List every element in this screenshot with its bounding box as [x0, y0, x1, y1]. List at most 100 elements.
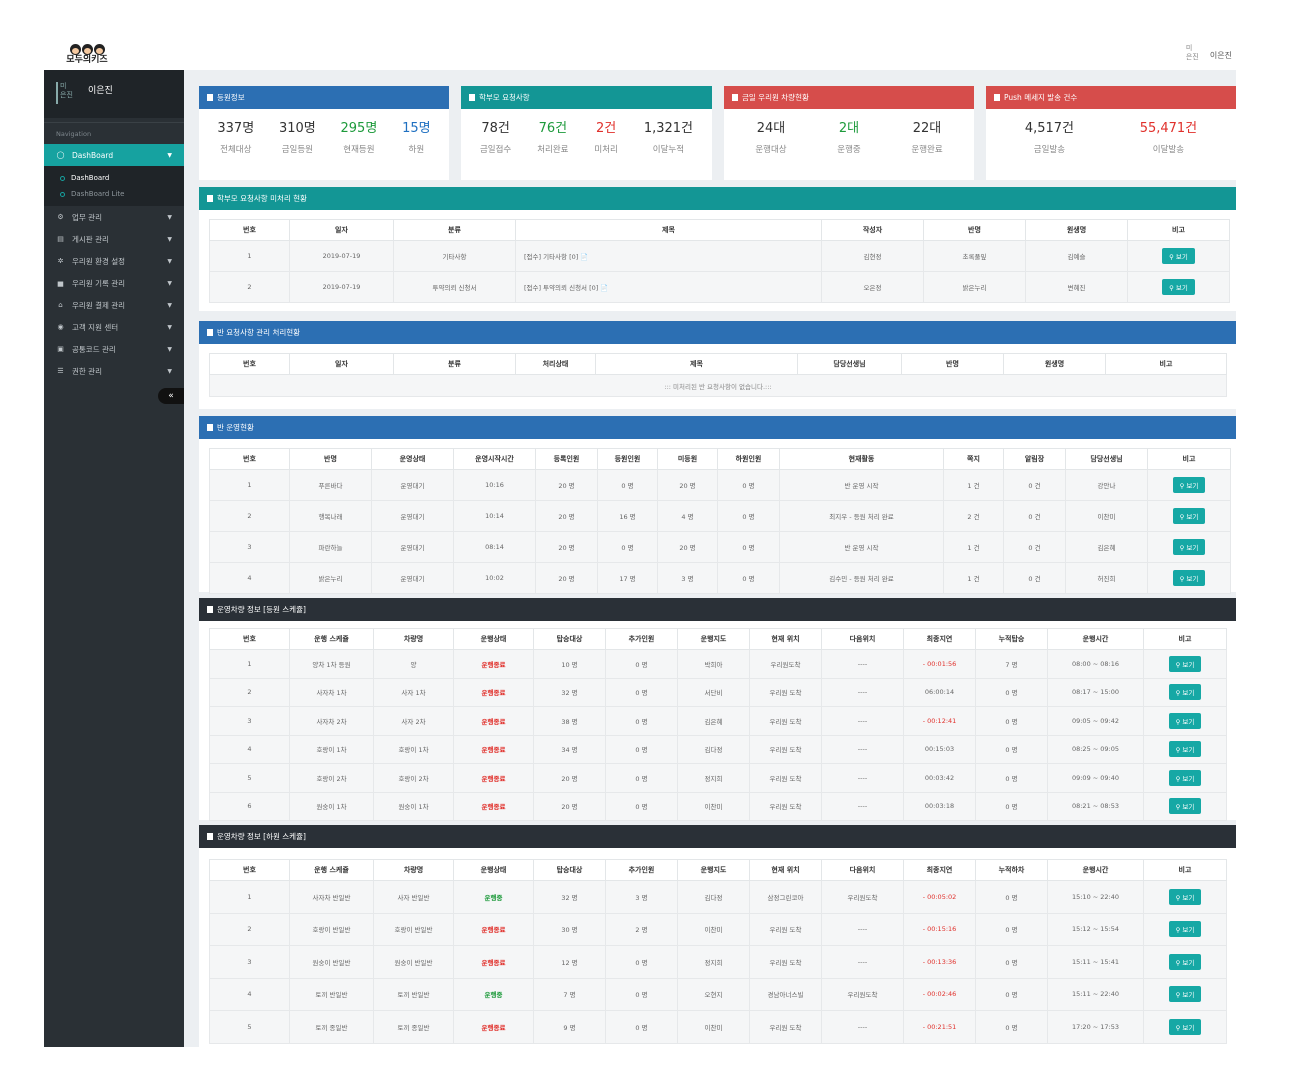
cell-text: 00:03:42 [924, 773, 955, 782]
table-cell: 0 명 [975, 1010, 1048, 1044]
view-button[interactable]: ⚲ 보기 [1172, 539, 1206, 555]
view-button[interactable]: ⚲ 보기 [1168, 921, 1202, 938]
stat-item: 337명 전체대상 [217, 117, 254, 155]
view-button[interactable]: ⚲ 보기 [1172, 570, 1206, 586]
table-cell: 16 명 [597, 500, 658, 532]
view-button[interactable]: ⚲ 보기 [1168, 1018, 1202, 1035]
cell-text: 이찬미 [704, 926, 723, 935]
summary-card-push: Push 메세지 발송 건수 4,517건 금일발송 55,471건 이달발송 [986, 86, 1236, 180]
cell-text: 삼정그린코아 [767, 893, 804, 902]
bus-out-table: 번호 운행 스케쥴 차량명 운행상태 탑승대상 추가인원 운행지도 현재 위치 다음위치 최종지연… [209, 859, 1227, 1044]
table-cell: 20 명 [535, 500, 598, 532]
table-cell: 20 명 [533, 763, 606, 793]
table-header-row: 번호 일자 분류 제목 작성자 반명 원생명 비고 [209, 219, 1230, 241]
sidebar-item-7[interactable]: ▣ 공통코드 관리 ▼ [44, 338, 184, 360]
table-cell: 김현정 [821, 240, 924, 272]
cell-text: 0 명 [1005, 893, 1018, 902]
view-button-label: 보기 [1186, 575, 1199, 583]
user-menu[interactable]: 미 은진 이은진 [1186, 44, 1232, 66]
column-header: 분류 [393, 219, 516, 241]
cell-text: 0 명 [742, 513, 755, 521]
column-header: 최종지연 [903, 859, 976, 881]
table-cell: ---- [821, 677, 904, 707]
sidebar-item-1[interactable]: ⚙ 업무 관리 ▼ [44, 206, 184, 228]
card-header: 학부모 요청사항 [461, 86, 712, 109]
cell-text: 17:20 ~ 17:53 [1071, 1022, 1120, 1031]
cell-text: 운행종료 [481, 660, 506, 669]
cell-text: 호랑이 반일반 [312, 926, 351, 935]
table-row: 3 파란하늘 운영대기 08:14 20 명 0 명 20 명 0 명 반 운영 시작 1 건 0 … [209, 531, 1231, 563]
view-button-label: 보기 [1182, 746, 1195, 755]
view-button[interactable]: ⚲ 보기 [1168, 741, 1202, 758]
cell-text: 운행종료 [481, 1023, 506, 1032]
table-cell: 0 건 [1003, 562, 1066, 594]
table-cell: 우리원 도착 [749, 1010, 822, 1044]
view-button[interactable]: ⚲ 보기 [1168, 986, 1202, 1003]
logo-icon [62, 44, 112, 55]
table-cell: 0 명 [975, 912, 1048, 946]
table-row: 1 푸른바다 운영대기 10:16 20 명 0 명 20 명 0 명 반 운영 시작 1 건 0 … [209, 469, 1231, 501]
stat-item: 15명 하원 [402, 117, 431, 155]
cell-text: 08:17 ~ 15:00 [1071, 688, 1120, 697]
table-cell: 1 [209, 469, 290, 501]
logo[interactable]: 모두의키즈 [62, 44, 112, 70]
column-header: 비고 [1105, 353, 1227, 375]
view-button[interactable]: ⚲ 보기 [1168, 684, 1202, 701]
table-cell: 34 명 [533, 734, 606, 764]
sidebar-item-dashboard[interactable]: ◯ DashBoard ▼ [44, 144, 184, 166]
view-button[interactable]: ⚲ 보기 [1168, 953, 1202, 970]
stat-item: 76건 처리완료 [537, 117, 568, 155]
view-button[interactable]: ⚲ 보기 [1168, 655, 1202, 672]
sidebar-item-6[interactable]: ◉ 고객 지원 센터 ▼ [44, 316, 184, 338]
subnav-item-dashboard[interactable]: DashBoard [44, 170, 184, 186]
column-header: 처리상태 [515, 353, 596, 375]
document-icon [207, 195, 213, 202]
view-button[interactable]: ⚲ 보기 [1168, 712, 1202, 729]
table-cell: ⚲ 보기 [1143, 1010, 1227, 1044]
view-button[interactable]: ⚲ 보기 [1168, 769, 1202, 786]
cell-text: 0 명 [1005, 958, 1018, 967]
column-header: 번호 [209, 353, 290, 375]
stat-item: 1,321건 이달누적 [644, 117, 693, 155]
view-button[interactable]: ⚲ 보기 [1172, 477, 1206, 493]
view-button[interactable]: ⚲ 보기 [1168, 888, 1202, 905]
sidebar-item-3[interactable]: ✲ 우리원 환경 설정 ▼ [44, 250, 184, 272]
table-row: 5 호랑이 2차 호랑이 2차 운행종료 20 명 0 명 정지희 우리원 도착 ---- 00:… [209, 763, 1227, 793]
column-header: 분류 [393, 353, 516, 375]
table-cell: 오은정 [821, 271, 924, 303]
table-cell: 이찬미 [677, 791, 750, 821]
view-button[interactable]: ⚲ 보기 [1162, 248, 1195, 264]
table-cell: 호랑이 반일반 [373, 912, 454, 946]
cell-text: 0 명 [621, 544, 634, 552]
view-button[interactable]: ⚲ 보기 [1172, 508, 1206, 524]
table-cell: 사자 2차 [373, 706, 454, 736]
table-cell: 1 건 [943, 469, 1004, 501]
table-cell: ⚲ 보기 [1143, 912, 1227, 946]
sidebar-item-4[interactable]: ▅ 우리원 기록 관리 ▼ [44, 272, 184, 294]
column-header: 비고 [1143, 628, 1227, 650]
column-header: 일자 [289, 219, 394, 241]
search-icon: ⚲ [1175, 958, 1183, 967]
table-cell: ---- [821, 791, 904, 821]
cell-text: 10 명 [561, 660, 578, 669]
table-cell: 호랑이 2차 [289, 763, 374, 793]
subnav-item-dashboard-lite[interactable]: DashBoard Lite [44, 186, 184, 202]
column-header: 원생명 [1025, 219, 1128, 241]
view-button[interactable]: ⚲ 보기 [1168, 798, 1202, 815]
sidebar-item-5[interactable]: ⌂ 우리원 결제 관리 ▼ [44, 294, 184, 316]
table-cell: ⚲ 보기 [1127, 240, 1230, 272]
cell-text: 4 명 [681, 513, 694, 521]
table-cell: 15:11 ~ 22:40 [1047, 977, 1144, 1011]
cell-text: - 00:12:41 [922, 716, 957, 725]
table-cell: 사자차 반일반 [289, 880, 374, 914]
table-row: 3 원숭이 반일반 원숭이 반일반 운행종료 12 명 0 명 정지희 우리원 도착 ---- -… [209, 945, 1227, 979]
sidebar-item-8[interactable]: ☰ 권한 관리 ▼ [44, 360, 184, 382]
panel-title: 반 운영현황 [217, 423, 254, 432]
collapse-sidebar-button[interactable]: « [158, 388, 184, 404]
table-cell: 토끼 반일반 [373, 977, 454, 1011]
table-row: 2 2019-07-19 투약의뢰 신청서 [접수] 투약의뢰 신청서 [0] 📄 오은… [209, 271, 1230, 303]
view-button[interactable]: ⚲ 보기 [1162, 279, 1195, 295]
sidebar-item-2[interactable]: ▤ 게시판 관리 ▼ [44, 228, 184, 250]
table-cell: 3 [209, 945, 290, 979]
cell-text: 10:16 [485, 481, 504, 489]
